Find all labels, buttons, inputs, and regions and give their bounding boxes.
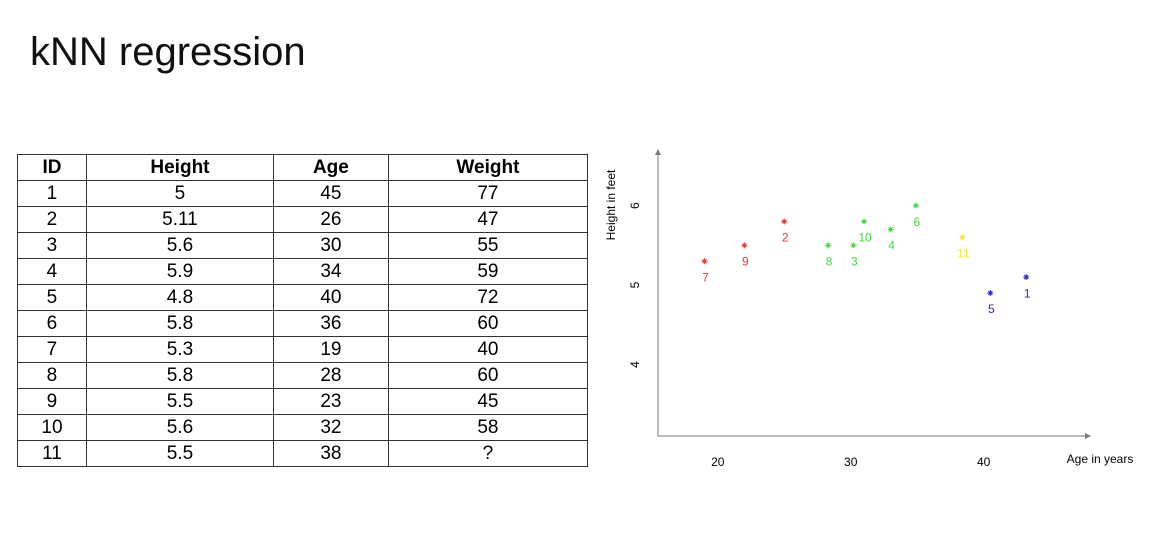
table-row: 4 5.9 34 59 bbox=[17, 258, 589, 285]
table-row: 11 5.5 38? bbox=[17, 440, 589, 467]
header-cell: Height bbox=[85, 154, 274, 181]
table-row: 2 5.11 26 47 bbox=[17, 206, 589, 233]
point bbox=[781, 218, 788, 225]
y-tick-label: 5 bbox=[628, 281, 642, 288]
point bbox=[861, 218, 868, 225]
table-cell: 47 bbox=[387, 206, 589, 233]
point bbox=[1023, 274, 1030, 281]
header-cell: ID bbox=[17, 154, 87, 181]
point-label: 9 bbox=[742, 255, 749, 269]
table-cell: 4.8 bbox=[85, 284, 274, 311]
x-tick-label: 20 bbox=[711, 455, 725, 469]
point-label: 1 bbox=[1024, 286, 1031, 300]
table-cell: 1 bbox=[17, 180, 87, 207]
table-row: 6 5.8 36 60 bbox=[17, 310, 589, 337]
y-axis-label: Height in feet bbox=[604, 169, 618, 240]
point-label: 7 bbox=[702, 270, 709, 284]
table-cell: 40 bbox=[387, 336, 589, 363]
point bbox=[959, 234, 966, 241]
x-axis-label: Age in years bbox=[1067, 452, 1134, 466]
table-cell: 9 bbox=[17, 388, 87, 415]
x-tick-label: 40 bbox=[977, 455, 991, 469]
table-cell: 38 bbox=[272, 440, 389, 467]
table-cell: 5.5 bbox=[85, 440, 274, 467]
point bbox=[912, 202, 919, 209]
table-row: 10 5.6 32 58 bbox=[17, 414, 589, 441]
y-tick-label: 4 bbox=[628, 361, 642, 368]
point-label: 10 bbox=[858, 231, 872, 245]
table-cell: 60 bbox=[387, 362, 589, 389]
point bbox=[825, 242, 832, 249]
table-cell: 23 bbox=[272, 388, 389, 415]
point bbox=[741, 242, 748, 249]
table-cell: 4 bbox=[17, 258, 87, 285]
point bbox=[987, 290, 994, 296]
table-cell: 11 bbox=[17, 440, 87, 467]
table-cell: 59 bbox=[387, 258, 589, 285]
point-label: 5 bbox=[988, 302, 995, 316]
x-tick-label: 30 bbox=[844, 455, 858, 469]
header-cell: Age bbox=[272, 154, 389, 181]
point bbox=[701, 258, 708, 265]
table-cell: 40 bbox=[272, 284, 389, 311]
point bbox=[887, 226, 894, 233]
table-cell: 30 bbox=[272, 232, 389, 259]
table-cell: 10 bbox=[17, 414, 87, 441]
table-cell: 58 bbox=[387, 414, 589, 441]
table-cell: 5.3 bbox=[85, 336, 274, 363]
point-label: 8 bbox=[826, 255, 833, 269]
table-row: 5 4.8 40 72 bbox=[17, 284, 589, 311]
table-cell: ? bbox=[387, 440, 589, 467]
point-label: 3 bbox=[851, 255, 858, 269]
table-cell: 34 bbox=[272, 258, 389, 285]
table-cell: 5.8 bbox=[85, 310, 274, 337]
table-cell: 5.6 bbox=[85, 232, 274, 259]
table-cell: 5.6 bbox=[85, 414, 274, 441]
point-label: 2 bbox=[782, 231, 789, 245]
point-label: 11 bbox=[957, 247, 970, 261]
slide-title: kNN regression bbox=[30, 30, 306, 74]
y-tick-label: 6 bbox=[628, 202, 642, 209]
table-cell: 36 bbox=[272, 310, 389, 337]
point bbox=[850, 242, 857, 249]
table-cell: 8 bbox=[17, 362, 87, 389]
data-table: ID Height Age Weight 1 5 45 77 2 5.11 26 47 3 5.6 30 55… bbox=[17, 154, 589, 467]
table-cell: 55 bbox=[387, 232, 589, 259]
table-cell: 77 bbox=[387, 180, 589, 207]
table-cell: 2 bbox=[17, 206, 87, 233]
table-cell: 3 bbox=[17, 232, 87, 259]
table-cell: 45 bbox=[272, 180, 389, 207]
point-label: 4 bbox=[888, 239, 895, 253]
header-row: ID Height Age Weight bbox=[17, 154, 589, 181]
table-row: 8 5.8 28 60 bbox=[17, 362, 589, 389]
table-cell: 5.5 bbox=[85, 388, 274, 415]
table-row: 1 5 45 77 bbox=[17, 180, 589, 207]
table-row: 3 5.6 30 55 bbox=[17, 232, 589, 259]
table-row: 7 5.3 19 40 bbox=[17, 336, 589, 363]
table-cell: 6 bbox=[17, 310, 87, 337]
point-label: 6 bbox=[914, 215, 921, 229]
